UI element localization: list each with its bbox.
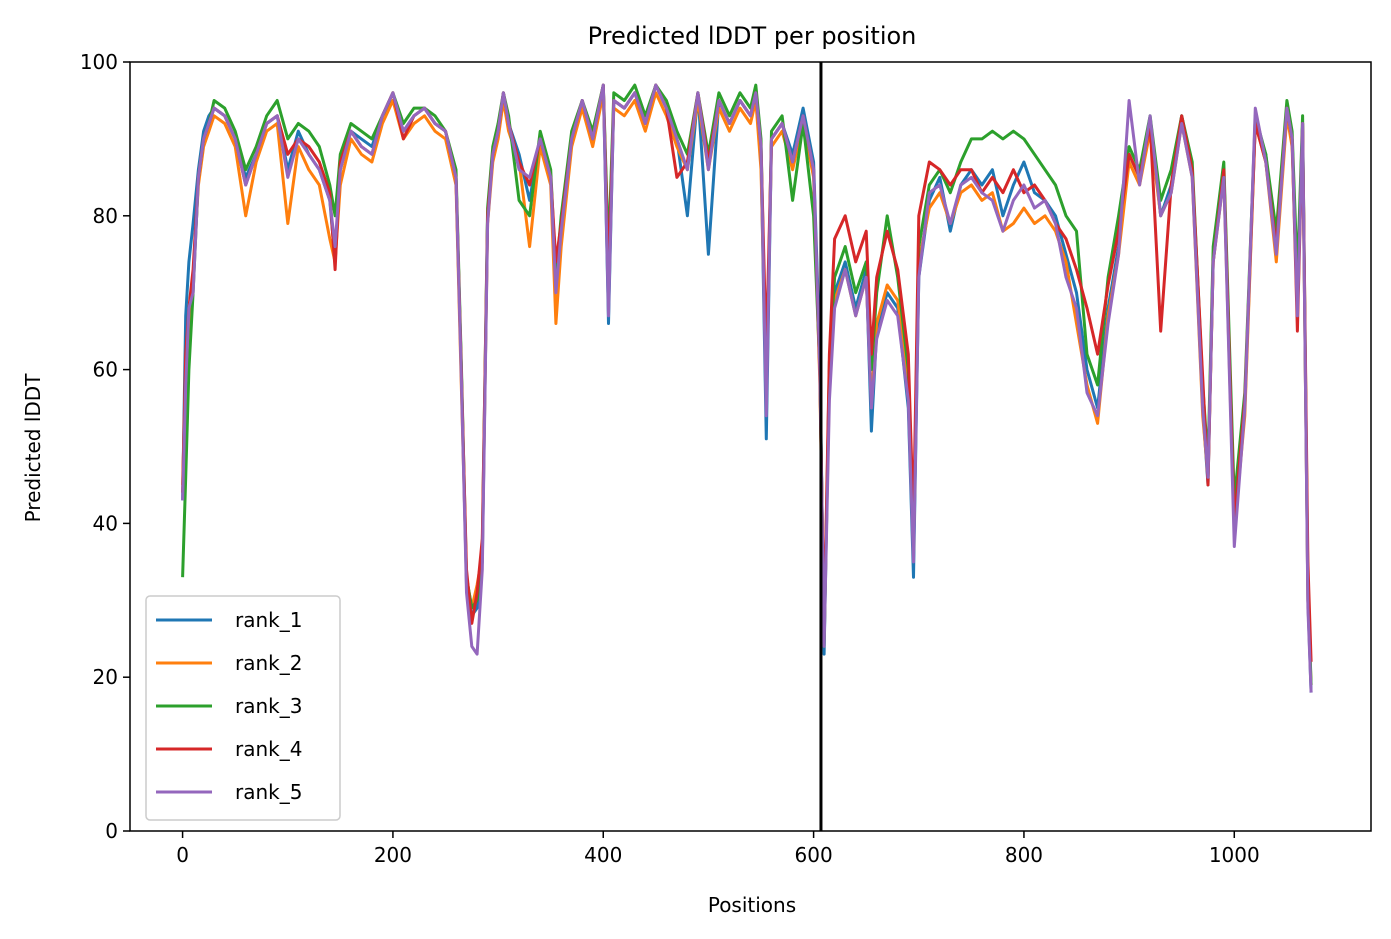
chart-title: Predicted lDDT per position <box>588 22 917 50</box>
y-tick-label: 100 <box>80 50 118 74</box>
legend-label-rank_2: rank_2 <box>235 651 302 675</box>
legend-label-rank_5: rank_5 <box>235 780 302 804</box>
y-tick-label: 20 <box>93 665 118 689</box>
plddt-line-chart: Predicted lDDT per position 0 200 400 600 80… <box>0 0 1391 939</box>
x-tick-label: 1000 <box>1209 843 1260 867</box>
y-tick-label: 80 <box>93 204 118 228</box>
x-tick-label: 600 <box>795 843 833 867</box>
legend: rank_1 rank_2 rank_3 rank_4 rank_5 <box>146 596 340 820</box>
x-tick-label: 0 <box>176 843 189 867</box>
legend-label-rank_4: rank_4 <box>235 737 302 761</box>
y-tick-label: 60 <box>93 358 118 382</box>
y-tick-label: 40 <box>93 511 118 535</box>
x-tick-label: 400 <box>584 843 622 867</box>
legend-label-rank_3: rank_3 <box>235 694 302 718</box>
x-tick-label: 200 <box>374 843 412 867</box>
legend-label-rank_1: rank_1 <box>235 608 302 632</box>
y-tick-label: 0 <box>105 819 118 843</box>
x-tick-label: 800 <box>1005 843 1043 867</box>
y-axis-title: Predicted lDDT <box>21 373 45 523</box>
x-axis-title: Positions <box>708 893 796 917</box>
